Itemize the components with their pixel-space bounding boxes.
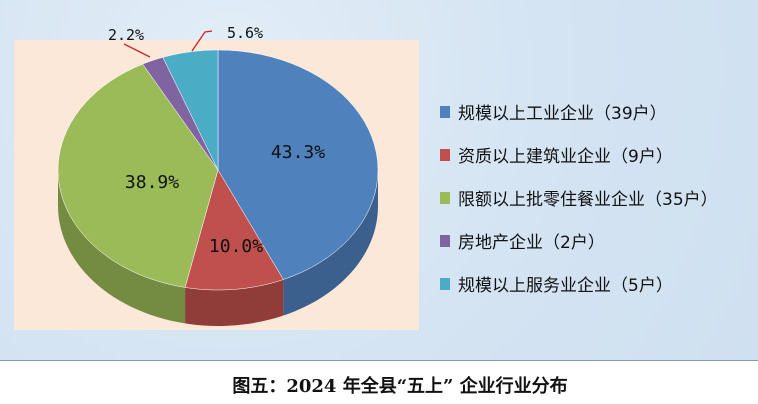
legend-label: 资质以上建筑业企业（9户） [458,147,673,167]
leader-line [191,30,213,52]
pie-slice [162,49,219,171]
legend-item: 房地产企业（2户） [440,219,718,262]
legend-item: 规模以上工业企业（39户） [440,90,718,133]
legend-item: 限额以上批零住餐业企业（35户） [440,176,718,219]
legend-swatch [440,277,450,290]
legend-label: 限额以上批零住餐业企业（35户） [458,190,718,210]
legend: 规模以上工业企业（39户） 资质以上建筑业企业（9户） 限额以上批零住餐业企业（… [440,90,718,305]
legend-swatch [440,148,450,161]
pie-slice-side [185,279,284,326]
data-label: 43.3% [271,142,325,163]
legend-swatch [440,234,450,247]
legend-label: 规模以上工业企业（39户） [458,104,667,124]
pie-slice [142,57,219,171]
data-label: 38.9% [125,172,179,193]
figure-caption: 图五：2024 年全县“五上” 企业行业分布 [232,376,568,397]
pie-slice [57,63,219,288]
legend-label: 房地产企业（2户） [458,233,605,253]
legend-swatch [440,191,450,204]
data-label: 10.0% [209,236,263,257]
pie-slice [217,49,379,280]
legend-item: 资质以上建筑业企业（9户） [440,133,718,176]
pie-slice-side [283,170,378,316]
legend-item: 规模以上服务业企业（5户） [440,262,718,305]
legend-swatch [440,105,450,118]
data-label: 5.6% [227,24,263,42]
pie-slice-side [58,170,186,324]
data-label: 2.2% [108,26,144,44]
leader-line [123,43,151,58]
legend-label: 规模以上服务业企业（5户） [458,276,673,296]
